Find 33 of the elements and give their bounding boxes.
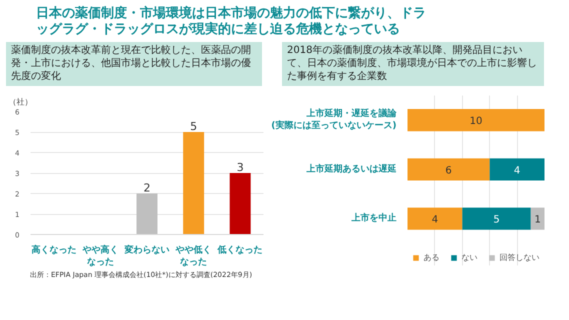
y-tick-label: 上市を中止 [350,212,396,224]
x-tick-label: 低くなった [216,244,263,256]
data-label: 1 [534,214,541,226]
bar [408,109,544,132]
bar [183,132,204,234]
legend-label: ない [462,252,478,263]
bar [136,194,158,234]
data-label: 6 [445,165,452,176]
x-tick-label: やや低くなった [174,244,212,268]
data-label: 10 [470,116,482,128]
legend-label: ある [424,252,440,263]
bar [408,158,490,180]
legend-label: 回答しない [500,252,540,263]
x-tick-label: 高くなった [31,244,76,256]
data-label: 5 [493,214,500,226]
chart-title: 2018年の薬価制度の抜本改革以降、開発品目において、日本の薬価制度、市場環境が日本での上市に影響した事例を有する企業数 [287,44,538,83]
data-label: 4 [432,214,438,226]
data-label: 5 [190,120,198,133]
x-tick-label: 変わらない [124,244,170,256]
y-tick-label: 上市延期・遅延を議論(実際には至っていないケース) [271,108,398,132]
data-label: 4 [514,165,520,176]
data-label: 3 [236,161,244,174]
x-tick-label: やや高くなった [81,244,118,268]
bar [462,208,531,230]
y-tick-label: 上市延期あるいは遅延 [306,163,396,174]
bar [530,208,544,230]
chart-subtitle: 薬価制度の抜本改革前と現在で比較した、医薬品の開発・上市における、他国市場と比較した日本市場の優先度の変化 [11,44,252,83]
data-label: 2 [144,182,150,194]
y-axis-title: （社） [8,98,32,106]
chart-title: 日本の薬価制度・市場環境は日本市場の魅力の低下に繋がり、ドラッグラグ・ドラッグロスが現実的に差し迫る危機となっている [36,6,426,38]
bar [230,173,251,234]
bar [490,158,544,180]
bar [408,208,462,230]
